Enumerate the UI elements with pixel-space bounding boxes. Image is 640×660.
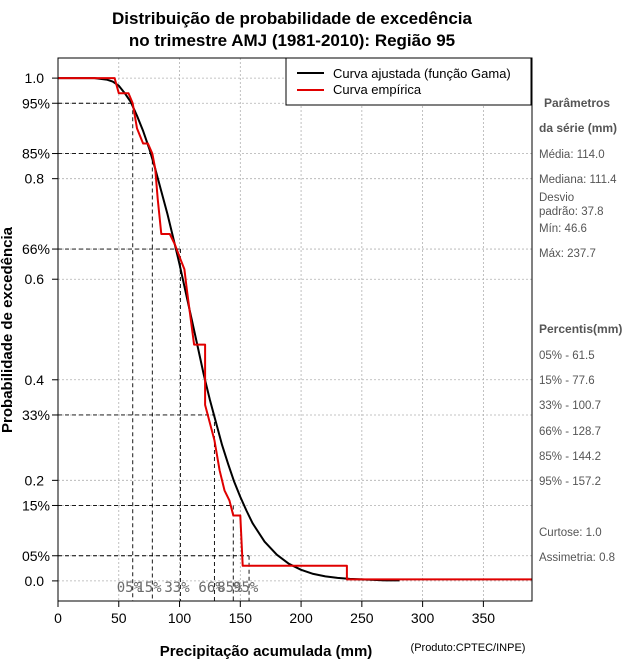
y-pct-tick-label-4: 85% [22,146,50,162]
percentil-66: 66% - 128.7 [539,426,601,438]
percentil-85: 85% - 144.2 [539,451,601,463]
y-pct-tick-label-0: 05% [22,548,50,564]
stat-curtose: Curtose: 1.0 [539,527,602,539]
percentil-95: 95% - 157.2 [539,476,601,488]
y-pct-tick-label-5: 95% [22,95,50,111]
empirical-curve [58,77,532,581]
y-tick-label-1: 0.2 [25,472,45,488]
percentile-label-3: 66% [198,580,224,596]
percentil-33: 33% - 100.7 [539,400,601,412]
legend: Curva ajustada (função Gama) Curva empír… [285,57,532,106]
stat-mediana: Mediana: 111.4 [539,174,617,186]
grid [58,58,532,601]
chart-title-line2: no trimestre AMJ (1981-2010): Região 95 [129,31,455,50]
axes [52,57,533,607]
params-heading-1: Parâmetros [544,96,610,110]
tick-labels: 05%15% 33% 66%85%95%0 50 100 150 200 250 300 3500… [22,70,495,626]
y-tick-label-4: 0.8 [25,171,45,187]
plot-frame [57,57,533,602]
chart-title-line1: Distribuição de probabilidade de excedên… [112,9,472,28]
y-tick-label-5: 1.0 [25,70,45,86]
percentile-label-2: 33% [164,580,190,596]
x-tick-label-3: 150 [229,610,253,626]
stat-desvio-2: padrão: 37.8 [539,206,604,218]
y-axis-label: Probabilidade de excedência [0,226,16,433]
legend-fitted-label: Curva ajustada (função Gama) [333,66,511,81]
legend-box [285,57,532,106]
x-tick-label-7: 350 [472,610,496,626]
stat-assimetria: Assimetria: 0.8 [539,552,615,564]
percentile-label-4: 85% [217,580,243,596]
x-tick-label-2: 100 [168,610,192,626]
x-tick-label-1: 50 [111,610,127,626]
stat-max: Máx: 237.7 [539,248,596,260]
x-tick-label-5: 250 [350,610,374,626]
y-tick-label-2: 0.4 [25,372,45,388]
y-tick-label-3: 0.6 [25,271,45,287]
x-tick-label-4: 200 [289,610,313,626]
percentil-15: 15% - 77.6 [539,375,595,387]
stats-panel: Parâmetros da série (mm) Média: 114.0 Me… [539,96,622,564]
y-tick-label-0: 0.0 [25,573,45,589]
params-heading-2: da série (mm) [539,121,617,135]
credit-text: (Produto:CPTEC/INPE) [411,642,526,654]
percentile-guides [58,102,250,601]
percentil-05: 05% - 61.5 [539,350,595,362]
y-pct-tick-label-3: 66% [22,241,50,257]
legend-empirical-label: Curva empírica [333,82,422,97]
y-pct-tick-label-2: 33% [22,407,50,423]
percentile-label-5: 95% [233,580,259,596]
percentile-label-0: 05% [117,580,143,596]
x-axis-label: Precipitação acumulada (mm) [160,643,373,660]
stat-min: Mín: 46.6 [539,223,587,235]
y-pct-tick-label-1: 15% [22,497,50,513]
stat-media: Média: 114.0 [539,149,605,161]
stat-desvio-1: Desvio [539,192,574,204]
percentile-label-1: 15% [136,580,162,596]
series-layer [58,77,532,582]
x-tick-label-6: 300 [411,610,435,626]
percentis-heading: Percentis(mm) [539,322,622,336]
x-tick-label-0: 0 [54,610,62,626]
